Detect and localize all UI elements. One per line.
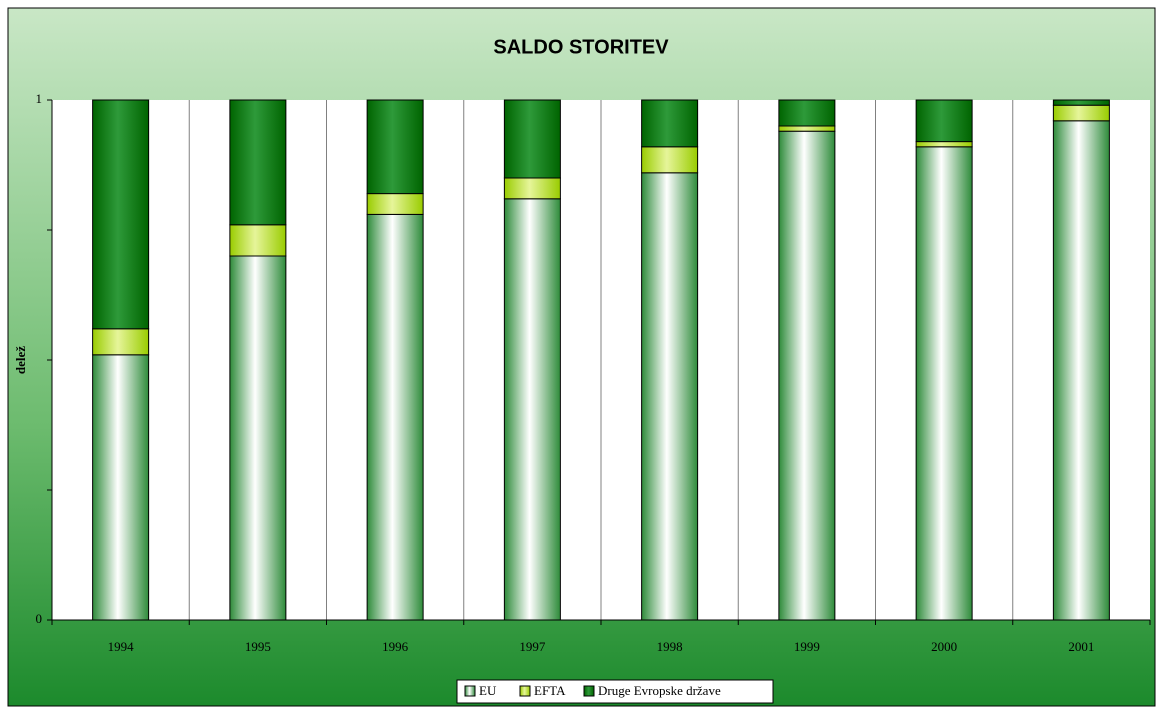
x-tick-label: 1997 — [519, 639, 546, 654]
y-tick-label: 1 — [36, 91, 43, 106]
legend — [456, 679, 774, 704]
x-tick-label: 2001 — [1068, 639, 1094, 654]
bar-segment — [641, 146, 699, 174]
bar-segment — [915, 141, 973, 148]
legend-label: EU — [479, 683, 497, 698]
bar-segment — [366, 99, 424, 195]
x-tick-label: 1999 — [794, 639, 820, 654]
bar-segment — [229, 224, 287, 257]
bar-segment — [1052, 120, 1110, 621]
bar-segment — [366, 213, 424, 621]
bar-segment — [92, 328, 150, 356]
bar-segment — [641, 172, 699, 621]
bar-segment — [503, 177, 561, 200]
bar-segment — [229, 255, 287, 621]
bar-segment — [229, 99, 287, 226]
bar-segment — [778, 125, 836, 132]
legend-swatch — [583, 685, 595, 697]
bar-segment — [1052, 104, 1110, 122]
x-tick-label: 1994 — [108, 639, 135, 654]
x-tick-label: 1998 — [657, 639, 683, 654]
x-tick-label: 2000 — [931, 639, 957, 654]
bar-segment — [503, 198, 561, 621]
bar-segment — [503, 99, 561, 179]
legend-label: Druge Evropske države — [598, 683, 721, 698]
bar-segment — [641, 99, 699, 148]
x-tick-label: 1995 — [245, 639, 271, 654]
bar-segment — [915, 99, 973, 143]
y-axis-label: delež — [13, 346, 28, 374]
x-tick-label: 1996 — [382, 639, 409, 654]
bar-segment — [92, 354, 150, 621]
legend-label: EFTA — [534, 683, 566, 698]
bar-segment — [92, 99, 150, 330]
legend-swatch — [519, 685, 531, 697]
y-tick-label: 0 — [36, 611, 43, 626]
bar-segment — [915, 146, 973, 621]
bar-segment — [1052, 99, 1110, 106]
bar-segment — [366, 193, 424, 215]
bar-segment — [778, 99, 836, 127]
legend-swatch — [464, 685, 476, 697]
chart-title: SALDO STORITEV — [493, 36, 669, 58]
bar-segment — [778, 130, 836, 621]
